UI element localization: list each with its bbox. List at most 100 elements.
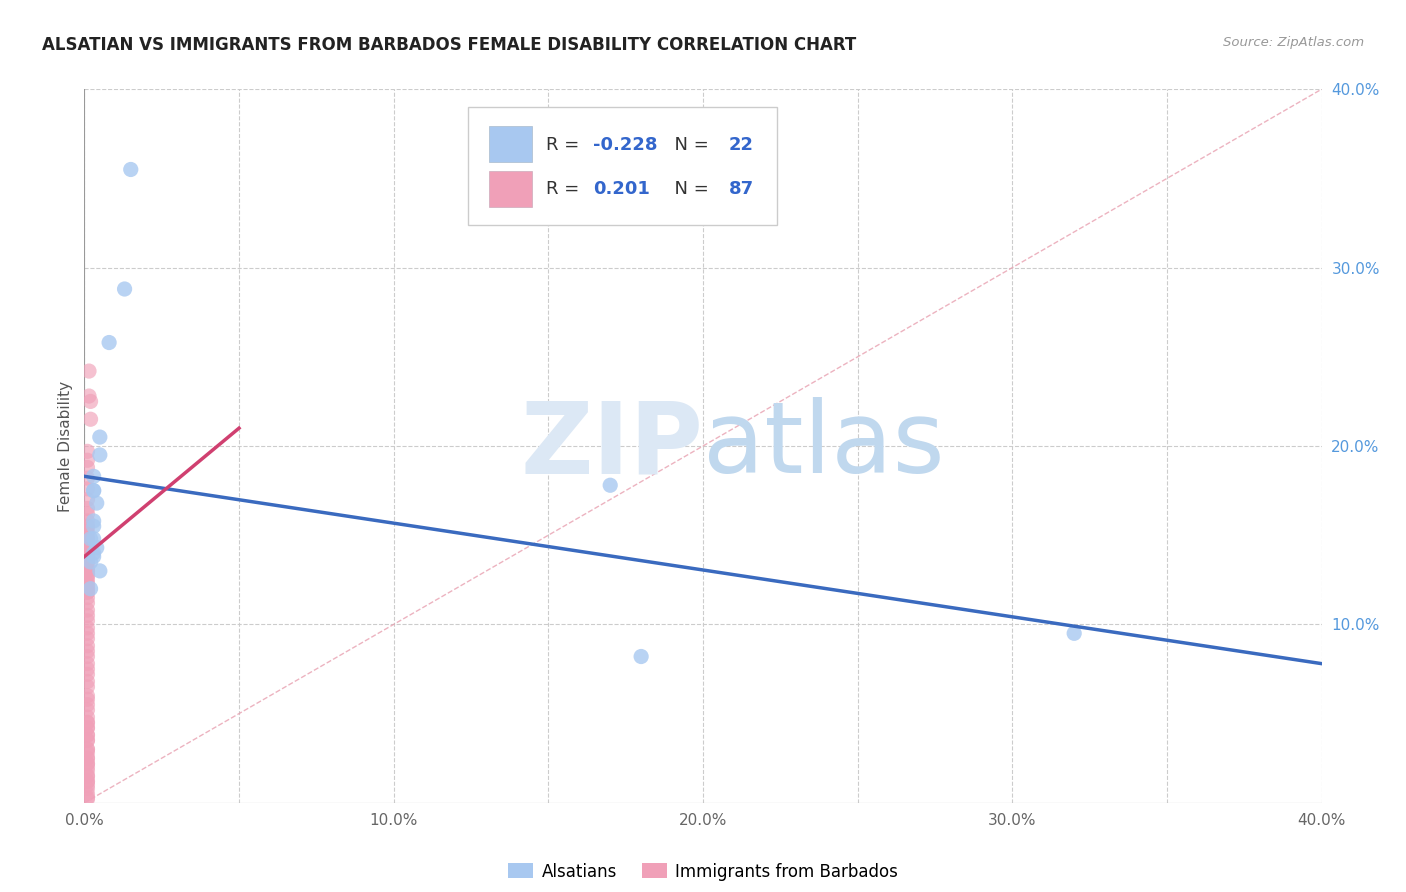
Point (76, 492, 98, 507)
Point (77, 389, 100, 403)
Point (76, 769, 98, 783)
Point (76, 715, 98, 730)
Point (76, 621, 98, 635)
Point (76, 769, 98, 783)
Point (76, 573, 98, 587)
Point (76, 728, 98, 742)
Text: Source: ZipAtlas.com: Source: ZipAtlas.com (1223, 36, 1364, 49)
Point (76, 751, 98, 765)
Point (599, 478, 621, 492)
Point (76, 674, 98, 689)
Point (76, 778, 98, 792)
Point (76, 774, 98, 789)
Point (89, 564, 111, 578)
Point (76, 569, 98, 583)
FancyBboxPatch shape (489, 171, 533, 207)
Point (76, 578, 98, 592)
Point (76, 482, 98, 496)
Text: R =: R = (546, 136, 585, 153)
Point (76, 514, 98, 528)
Point (76, 692, 98, 706)
Legend: Alsatians, Immigrants from Barbados: Alsatians, Immigrants from Barbados (502, 856, 904, 888)
Point (76, 555, 98, 569)
Point (79, 532, 101, 546)
Point (76, 533, 98, 548)
Point (76, 564, 98, 578)
Point (76, 528, 98, 542)
Point (76, 471, 98, 485)
Point (76, 453, 98, 467)
Point (76, 549, 98, 564)
Point (114, 282, 136, 296)
Point (630, 649, 652, 664)
Point (98, 335, 121, 350)
Point (76, 721, 98, 735)
Point (76, 444, 98, 458)
Point (89, 430, 111, 444)
Point (79, 582, 101, 596)
Point (76, 733, 98, 747)
Point (79, 555, 101, 569)
Point (76, 662, 98, 676)
Point (76, 703, 98, 717)
Text: 22: 22 (728, 136, 754, 153)
Point (76, 781, 98, 796)
Point (76, 742, 98, 756)
Point (76, 760, 98, 774)
Point (76, 567, 98, 582)
Point (76, 756, 98, 771)
Point (76, 537, 98, 551)
Point (76, 649, 98, 664)
Point (76, 591, 98, 605)
Point (76, 698, 98, 712)
Point (76, 507, 98, 521)
Point (76, 555, 98, 569)
Point (76, 541, 98, 555)
Point (76, 715, 98, 730)
Point (76, 689, 98, 703)
Point (83, 483, 105, 498)
Point (76, 626, 98, 640)
Point (76, 710, 98, 724)
Point (86, 541, 108, 555)
Point (76, 792, 98, 806)
Point (76, 733, 98, 747)
Text: R =: R = (546, 180, 591, 198)
Point (76, 519, 98, 533)
Point (76, 537, 98, 551)
Point (76, 657, 98, 671)
Point (76, 576, 98, 591)
Point (76, 680, 98, 694)
Point (76, 603, 98, 617)
Point (76, 460, 98, 475)
Point (83, 532, 105, 546)
Point (83, 483, 105, 498)
Point (120, 162, 142, 177)
Point (76, 774, 98, 789)
Point (76, 756, 98, 771)
Point (76, 582, 98, 596)
Point (76, 790, 98, 805)
Text: -0.228: -0.228 (593, 136, 658, 153)
Point (76, 551, 98, 566)
Point (76, 614, 98, 628)
Point (76, 721, 98, 735)
Point (1063, 626, 1085, 640)
Point (76, 728, 98, 742)
Point (76, 632, 98, 646)
Text: 87: 87 (728, 180, 754, 198)
Point (76, 524, 98, 539)
Text: N =: N = (664, 180, 714, 198)
Point (76, 787, 98, 801)
FancyBboxPatch shape (489, 127, 533, 162)
Point (76, 564, 98, 578)
Point (86, 496, 108, 510)
Point (76, 644, 98, 658)
Text: N =: N = (664, 136, 714, 153)
Point (76, 585, 98, 599)
Text: atlas: atlas (703, 398, 945, 494)
Point (76, 667, 98, 681)
Point (79, 394, 101, 409)
Text: ZIP: ZIP (520, 398, 703, 494)
FancyBboxPatch shape (468, 107, 778, 225)
